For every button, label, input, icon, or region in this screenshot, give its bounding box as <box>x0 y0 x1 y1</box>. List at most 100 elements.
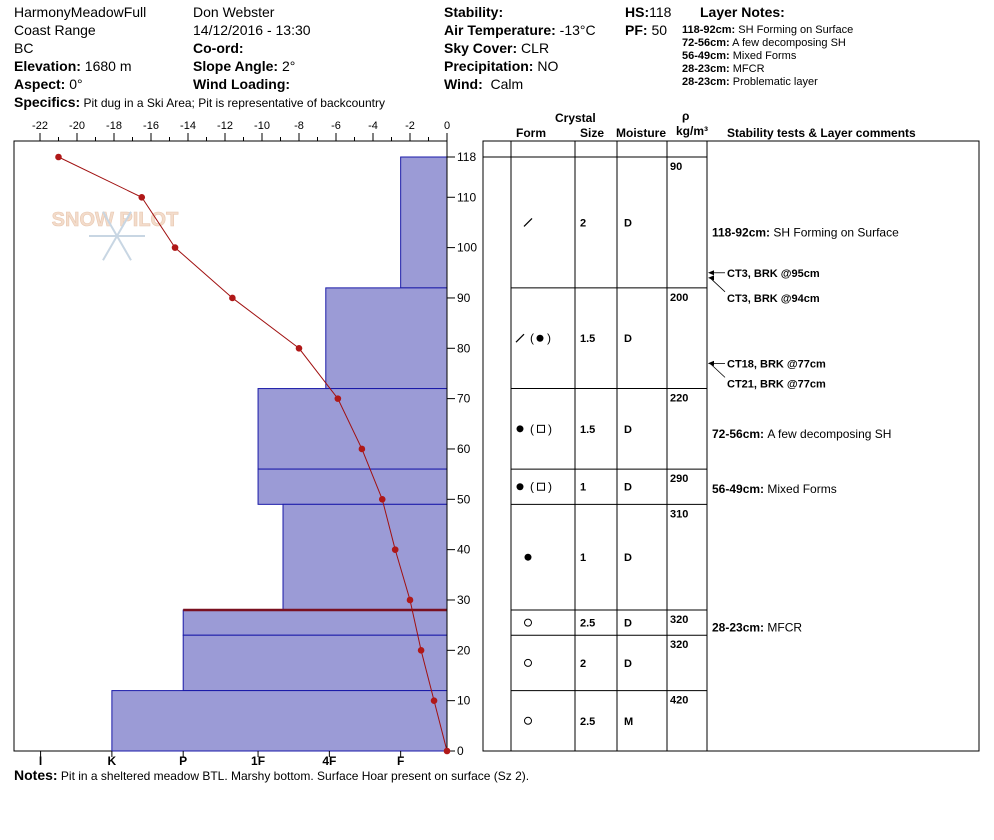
temp-tick-label: -16 <box>143 120 159 132</box>
sky-label: Sky Cover: <box>444 40 518 56</box>
snowflake-logo-arm <box>116 211 132 237</box>
crystal-size: 1.5 <box>580 333 595 345</box>
height-tick-label: 60 <box>457 442 471 456</box>
height-tick-label: 110 <box>457 190 476 204</box>
layer-note-text: Problematic layer <box>729 76 818 88</box>
sky-cover: Sky Cover: CLR <box>444 40 549 56</box>
hardness-bar <box>325 287 448 390</box>
state: BC <box>14 40 34 56</box>
wind: Wind: Calm <box>444 76 523 92</box>
elevation-value: 1680 m <box>84 58 132 74</box>
hardness-tick-label: K <box>108 754 117 768</box>
moisture: D <box>624 618 632 630</box>
paren-glyph: ( <box>530 422 534 436</box>
crystal-size: 1.5 <box>580 424 595 436</box>
hardness-tick-label: 1F <box>251 754 265 768</box>
height-tick-label: 90 <box>457 291 471 305</box>
mountain-range: Coast Range <box>14 22 96 38</box>
layer-note: 118-92cm: SH Forming on Surface <box>682 24 853 37</box>
wind-loading-label: Wind Loading: <box>193 76 291 92</box>
temp-tick-label: -10 <box>254 120 270 132</box>
layer-note-text: Mixed Forms <box>729 50 797 62</box>
hs: HS:118 <box>625 4 671 20</box>
layer-note-text: A few decomposing SH <box>729 37 846 49</box>
moisture: D <box>624 333 632 345</box>
elevation: Elevation: 1680 m <box>14 58 132 74</box>
moisture: M <box>624 716 633 728</box>
hardness-bar <box>111 690 448 752</box>
comments-header: Stability tests & Layer comments <box>727 126 916 140</box>
layer-comment: 56-49cm: Mixed Forms <box>712 482 837 496</box>
moisture: D <box>624 217 632 229</box>
height-tick-label: 10 <box>457 694 471 708</box>
rho-header: ρ <box>682 109 690 123</box>
crystal-size: 1 <box>580 552 586 564</box>
hardness-bar <box>282 503 448 611</box>
coord-label: Co-ord: <box>193 40 244 56</box>
temp-tick-label: 0 <box>444 120 450 132</box>
hardness-bar <box>182 634 448 692</box>
layer-note-range: 56-49cm: <box>682 50 730 62</box>
snowflake-logo-arm <box>102 235 118 261</box>
test-arrowhead <box>708 360 714 366</box>
crystal-size: 1 <box>580 482 586 494</box>
rounded-grain-icon <box>524 553 532 561</box>
temp-tick-label: -2 <box>405 120 415 132</box>
specifics-value: Pit dug in a Ski Area; Pit is representa… <box>83 96 385 110</box>
faceted-icon <box>537 424 545 433</box>
height-tick-label: 118 <box>457 150 476 164</box>
sky-value: CLR <box>521 40 550 56</box>
height-tick-label: 0 <box>457 744 464 758</box>
temp-tick-label: -14 <box>180 120 196 132</box>
temperature-point <box>358 445 366 453</box>
paren-glyph: ) <box>547 331 551 345</box>
rounded-grain-icon <box>516 425 524 433</box>
layer-note: 28-23cm: Problematic layer <box>682 76 818 89</box>
layer-notes-label: Layer Notes: <box>700 4 785 20</box>
snowflake-logo-arm <box>116 235 132 261</box>
temperature-point <box>378 496 386 503</box>
density: 220 <box>670 393 688 405</box>
aspect-value: 0° <box>69 76 83 92</box>
melt-form-icon <box>524 658 532 667</box>
snowpilot-logo: SNOW PILOT <box>52 209 179 231</box>
layer-note-range: 72-56cm: <box>682 37 730 49</box>
layer-note-range: 28-23cm: <box>682 63 730 75</box>
layer-note-text: MFCR <box>729 63 765 75</box>
hs-label: HS: <box>625 4 650 20</box>
test-arrow <box>709 363 726 378</box>
layer-comment: 28-23cm: MFCR <box>712 621 802 635</box>
crystal-size: 2.5 <box>580 618 595 630</box>
hardness-bar <box>400 156 448 289</box>
temp-tick-label: -20 <box>69 120 85 132</box>
stability-test: CT21, BRK @77cm <box>727 378 826 390</box>
layer-note: 28-23cm: MFCR <box>682 63 765 76</box>
specifics: Specifics: Pit dug in a Ski Area; Pit is… <box>14 94 385 111</box>
slope-value: 2° <box>281 58 296 74</box>
test-arrowhead <box>708 270 714 276</box>
rounded-grain-icon <box>536 334 544 342</box>
temperature-point <box>138 193 146 201</box>
density: 290 <box>670 473 688 485</box>
notes-label: Notes: <box>14 767 58 783</box>
slope: Slope Angle: 2° <box>193 58 295 74</box>
wind-label: Wind: <box>444 76 483 92</box>
density: 200 <box>670 292 688 304</box>
surface-hoar-icon <box>523 218 533 227</box>
pf-label: PF: <box>625 22 648 38</box>
wind-value: Calm <box>490 76 524 92</box>
layer-note-range: 118-92cm: <box>682 24 736 36</box>
density: 310 <box>670 508 688 520</box>
temperature-point <box>229 294 236 302</box>
density: 320 <box>670 639 688 651</box>
pit-name: HarmonyMeadowFull <box>14 4 147 20</box>
layer-note-text: SH Forming on Surface <box>735 24 854 36</box>
layer-note: 72-56cm: A few decomposing SH <box>682 37 846 50</box>
temperature-point <box>430 697 438 704</box>
temperature-point <box>443 747 451 755</box>
height-tick-label: 40 <box>457 543 471 557</box>
aspect-label: Aspect: <box>14 76 66 92</box>
moisture: D <box>624 552 632 564</box>
notes: Notes: Pit in a sheltered meadow BTL. Ma… <box>14 767 529 784</box>
crystal-size: 2.5 <box>580 716 595 728</box>
